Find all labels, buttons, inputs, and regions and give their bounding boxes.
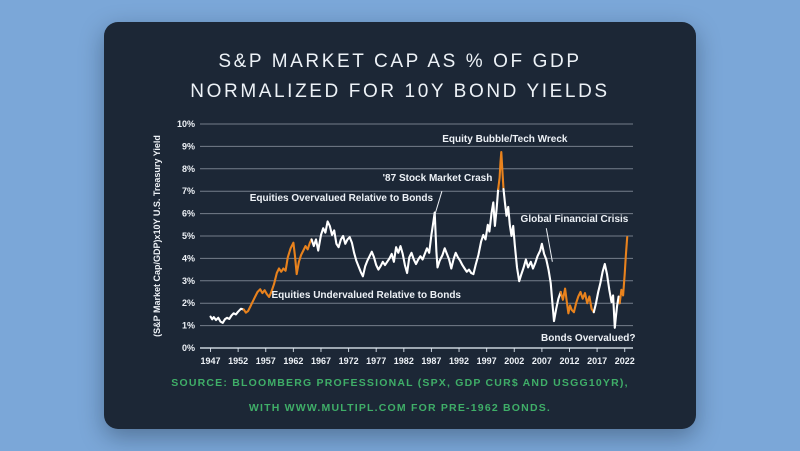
y-tick-label: 5% — [182, 231, 195, 241]
chart-title-line2: NORMALIZED FOR 10Y BOND YIELDS — [190, 81, 610, 102]
y-tick-label: 4% — [182, 253, 195, 263]
series-highlight-segment — [618, 236, 629, 305]
x-tick-label: 2017 — [587, 356, 607, 366]
annotation-label: Equities Overvalued Relative to Bonds — [250, 193, 434, 204]
x-tick-label: 1952 — [228, 356, 248, 366]
chart-title: S&P MARKET CAP AS % OF GDP NORMALIZED FO… — [104, 47, 696, 107]
line-chart: 0% 1% 2% 3% 4% 5% 6% 7% 8% 9% 10% 1947 1952 1957 1962 1… — [152, 119, 636, 366]
annotation-leader-line — [545, 228, 553, 262]
chart-card: S&P MARKET CAP AS % OF GDP NORMALIZED FO… — [104, 22, 696, 429]
series-highlight-segment — [497, 150, 505, 191]
x-tick-label: 1997 — [477, 356, 497, 366]
x-tick-label: 1992 — [449, 356, 469, 366]
source-citation: SOURCE: BLOOMBERG PROFESSIONAL (SPX, GDP… — [104, 371, 696, 421]
y-tick-label: 0% — [182, 343, 195, 353]
series-highlight-segment — [242, 238, 313, 314]
chart-title-line1: S&P MARKET CAP AS % OF GDP — [218, 51, 582, 72]
x-tick-label: 1947 — [201, 356, 221, 366]
x-tick-label: 1982 — [394, 356, 414, 366]
y-tick-label: 10% — [177, 119, 195, 129]
x-tick-label: 2012 — [559, 356, 579, 366]
annotation-label: '87 Stock Market Crash — [383, 173, 493, 184]
annotation-label: Bonds Overvalued? — [541, 333, 635, 344]
y-axis-title: (S&P Market Cap/GDP)x10Y U.S. Treasury Y… — [152, 135, 162, 337]
y-tick-label: 7% — [182, 186, 195, 196]
x-tick-label: 1967 — [311, 356, 331, 366]
y-tick-label: 9% — [182, 141, 195, 151]
y-tick-label: 3% — [182, 276, 195, 286]
series-highlight-segment — [559, 287, 595, 315]
y-tick-label: 2% — [182, 298, 195, 308]
annotation-label: Global Financial Crisis — [521, 214, 629, 225]
x-tick-label: 2022 — [615, 356, 635, 366]
annotation-label: Equities Undervalued Relative to Bonds — [272, 290, 462, 301]
annotation-label: Equity Bubble/Tech Wreck — [442, 134, 568, 145]
annotation-leader-line — [433, 191, 443, 218]
x-tick-label: 1977 — [366, 356, 386, 366]
x-tick-label: 1987 — [421, 356, 441, 366]
y-tick-label: 6% — [182, 209, 195, 219]
source-line2: WITH WWW.MULTIPL.COM FOR PRE-1962 BONDS. — [248, 402, 552, 414]
y-tick-label: 8% — [182, 164, 195, 174]
series-line-segment — [310, 187, 500, 278]
source-line1: SOURCE: BLOOMBERG PROFESSIONAL (SPX, GDP… — [171, 377, 629, 389]
x-tick-label: 2002 — [504, 356, 524, 366]
x-tick-label: 1957 — [256, 356, 276, 366]
series-line-segment — [209, 307, 245, 324]
y-tick-label: 1% — [182, 321, 195, 331]
series-line-segment — [592, 262, 621, 329]
x-tick-label: 1972 — [339, 356, 359, 366]
x-tick-label: 2007 — [532, 356, 552, 366]
x-tick-label: 1962 — [283, 356, 303, 366]
series-line-segment — [502, 187, 562, 323]
